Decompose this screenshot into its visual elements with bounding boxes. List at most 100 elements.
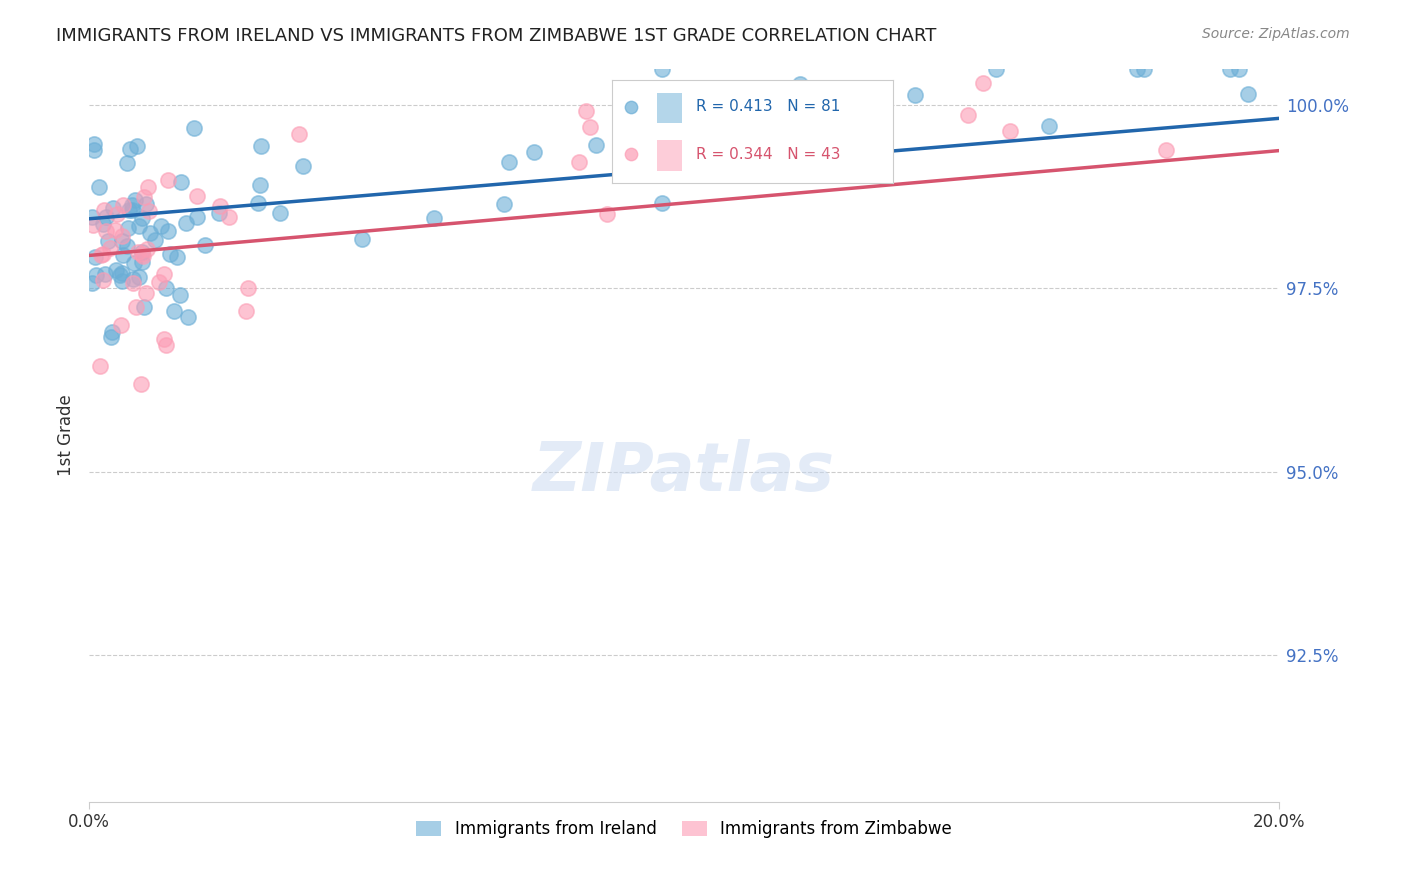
Point — [492, 196, 515, 211]
Point — [108, 268, 131, 283]
Y-axis label: 1st Grade: 1st Grade — [58, 394, 75, 476]
Point — [269, 206, 291, 220]
Point — [131, 246, 153, 260]
Point — [523, 145, 546, 160]
Point — [789, 77, 811, 91]
Point — [139, 226, 162, 240]
Point — [579, 120, 602, 135]
Point — [80, 210, 103, 224]
Point — [292, 159, 315, 173]
Point — [97, 235, 120, 249]
Point — [166, 250, 188, 264]
Bar — [657, 93, 682, 123]
Point — [128, 219, 150, 234]
Point — [121, 197, 143, 211]
Point — [423, 211, 446, 225]
Point — [1236, 87, 1258, 101]
Text: R = 0.344   N = 43: R = 0.344 N = 43 — [696, 146, 841, 161]
Point — [143, 233, 166, 247]
Point — [1126, 62, 1149, 76]
Point — [136, 179, 159, 194]
Point — [111, 275, 134, 289]
Point — [1132, 62, 1154, 76]
Point — [585, 138, 607, 153]
Point — [89, 180, 111, 194]
Point — [972, 76, 994, 90]
Point — [1038, 119, 1060, 133]
Point — [131, 255, 153, 269]
Point — [620, 100, 643, 114]
Point — [186, 210, 208, 224]
Point — [174, 216, 197, 230]
Point — [238, 281, 260, 295]
Point — [134, 300, 156, 314]
Point — [984, 62, 1007, 76]
Text: Source: ZipAtlas.com: Source: ZipAtlas.com — [1202, 27, 1350, 41]
Point — [665, 125, 688, 139]
Point — [155, 281, 177, 295]
Point — [118, 203, 141, 218]
Point — [91, 247, 114, 261]
Point — [82, 218, 104, 232]
Point — [124, 194, 146, 208]
Point — [131, 245, 153, 260]
Point — [194, 238, 217, 252]
Point — [1156, 144, 1178, 158]
Point — [104, 262, 127, 277]
Point — [208, 206, 231, 220]
Point — [110, 234, 132, 248]
Point — [89, 359, 111, 373]
Point — [808, 153, 831, 168]
Point — [91, 217, 114, 231]
Point — [249, 139, 271, 153]
Point — [98, 241, 121, 255]
Point — [132, 249, 155, 263]
Point — [115, 239, 138, 253]
Point — [94, 224, 117, 238]
Point — [127, 138, 149, 153]
Point — [620, 147, 643, 161]
Point — [83, 250, 105, 264]
Text: R = 0.413   N = 81: R = 0.413 N = 81 — [696, 99, 841, 114]
Point — [80, 276, 103, 290]
Point — [651, 195, 673, 210]
Point — [235, 303, 257, 318]
Point — [169, 287, 191, 301]
Text: IMMIGRANTS FROM IRELAND VS IMMIGRANTS FROM ZIMBABWE 1ST GRADE CORRELATION CHART: IMMIGRANTS FROM IRELAND VS IMMIGRANTS FR… — [56, 27, 936, 45]
Point — [111, 198, 134, 212]
Point — [1227, 62, 1250, 76]
Point — [90, 248, 112, 262]
Point — [644, 160, 666, 174]
Point — [247, 196, 270, 211]
Point — [101, 325, 124, 339]
Point — [110, 318, 132, 332]
Point — [129, 377, 152, 392]
Point — [596, 207, 619, 221]
Point — [84, 268, 107, 282]
Legend: Immigrants from Ireland, Immigrants from Zimbabwe: Immigrants from Ireland, Immigrants from… — [409, 814, 959, 845]
Point — [91, 273, 114, 287]
Point — [94, 267, 117, 281]
Point — [498, 154, 520, 169]
Point — [170, 175, 193, 189]
Text: ZIPatlas: ZIPatlas — [533, 439, 835, 505]
Point — [249, 178, 271, 193]
Point — [153, 332, 176, 346]
Point — [350, 232, 373, 246]
Point — [112, 247, 135, 261]
Point — [105, 207, 128, 221]
Point — [131, 211, 153, 226]
Point — [149, 219, 172, 233]
Point — [136, 242, 159, 256]
Point — [96, 210, 118, 224]
Point — [682, 123, 704, 137]
Point — [83, 136, 105, 151]
Point — [83, 143, 105, 157]
Point — [135, 196, 157, 211]
Point — [103, 201, 125, 215]
Point — [134, 189, 156, 203]
Bar — [657, 140, 682, 170]
Point — [155, 338, 177, 352]
Point — [287, 128, 309, 142]
Point — [135, 285, 157, 300]
